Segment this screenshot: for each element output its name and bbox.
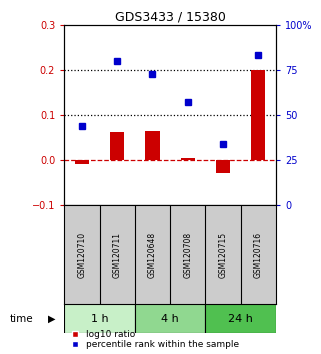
Bar	[75, 160, 89, 164]
Bar	[205, 304, 276, 333]
Text: ▶: ▶	[48, 314, 56, 324]
Bar	[110, 132, 124, 160]
Bar	[145, 131, 160, 160]
Text: GSM120711: GSM120711	[113, 232, 122, 278]
Text: GSM120716: GSM120716	[254, 232, 263, 278]
Text: GSM120710: GSM120710	[77, 232, 86, 278]
Legend: log10 ratio, percentile rank within the sample: log10 ratio, percentile rank within the …	[65, 330, 239, 349]
Text: 4 h: 4 h	[161, 314, 179, 324]
Bar	[216, 160, 230, 173]
Bar	[64, 304, 135, 333]
Text: GSM120648: GSM120648	[148, 232, 157, 278]
Bar	[251, 70, 265, 160]
Text: time: time	[10, 314, 33, 324]
Text: GSM120708: GSM120708	[183, 232, 192, 278]
Bar	[135, 304, 205, 333]
Text: 1 h: 1 h	[91, 314, 108, 324]
Text: 24 h: 24 h	[228, 314, 253, 324]
Bar	[181, 158, 195, 160]
Title: GDS3433 / 15380: GDS3433 / 15380	[115, 11, 226, 24]
Text: GSM120715: GSM120715	[219, 232, 228, 278]
